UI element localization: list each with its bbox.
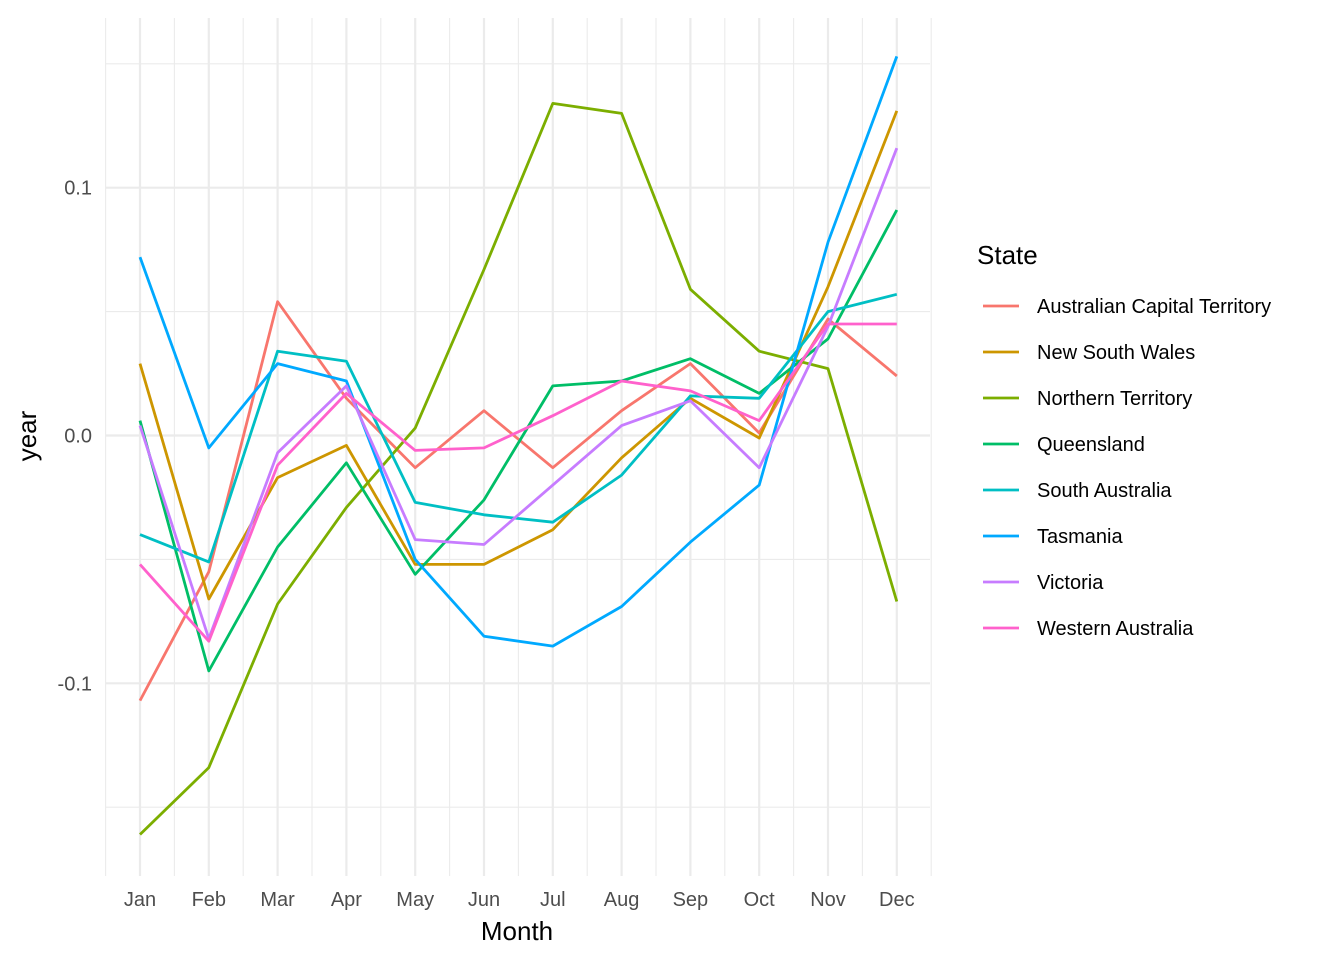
legend-label-victoria: Victoria (1037, 572, 1104, 594)
legend-label-queensland: Queensland (1037, 434, 1145, 456)
series-line-western-australia (138, 322, 897, 643)
x-tick-label: Dec (879, 889, 915, 911)
x-tick-label: Jul (540, 889, 566, 911)
x-tick-label: Oct (744, 889, 776, 911)
x-tick-label: Jan (124, 889, 156, 911)
legend-title: State (977, 240, 1038, 270)
x-tick-label: Apr (331, 889, 362, 911)
x-tick-label: Feb (192, 889, 226, 911)
x-tick-label: Aug (604, 889, 640, 911)
x-tick-label: Mar (260, 889, 295, 911)
x-tick-label: May (396, 889, 434, 911)
x-axis-tick-labels: Jan Feb Mar Apr May Jun Jul Aug Sep Oct Nov Dec (124, 889, 915, 911)
series-lines (138, 55, 899, 836)
x-tick-label: Nov (810, 889, 846, 911)
legend-label-south-australia: South Australia (1037, 480, 1172, 502)
legend-label-australian-capital-territory: Australian Capital Territory (1037, 296, 1271, 318)
legend-label-northern-territory: Northern Territory (1037, 388, 1192, 410)
y-tick-label: 0.0 (64, 426, 92, 448)
series-line-northern-territory (139, 102, 899, 836)
y-tick-label: 0.1 (64, 178, 92, 200)
x-tick-label: Jun (468, 889, 500, 911)
legend-label-tasmania: Tasmania (1037, 526, 1123, 548)
series-line-south-australia (139, 292, 898, 564)
legend: State Australian Capital Territory New So… (977, 240, 1271, 640)
x-axis-title: Month (481, 916, 553, 946)
grid-minor-lines (105, 18, 932, 876)
x-tick-label: Sep (673, 889, 709, 911)
legend-label-western-australia: Western Australia (1037, 618, 1194, 640)
y-axis-title: year (12, 410, 42, 461)
y-axis-tick-labels: -0.1 0.0 0.1 (58, 178, 92, 696)
series-line-victoria (138, 147, 899, 641)
legend-label-new-south-wales: New South Wales (1037, 342, 1195, 364)
y-tick-label: -0.1 (58, 673, 92, 695)
